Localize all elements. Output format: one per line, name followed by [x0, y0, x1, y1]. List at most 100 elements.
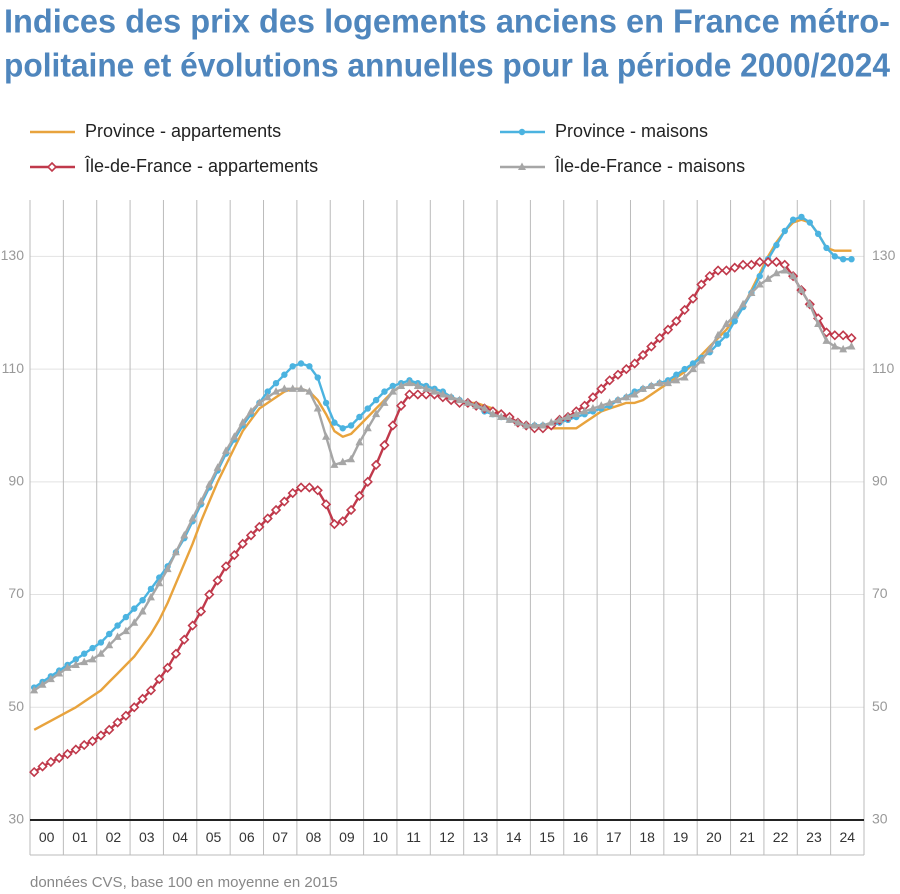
point	[689, 364, 698, 373]
point	[145, 685, 157, 696]
point	[97, 639, 105, 646]
point	[822, 336, 831, 344]
point	[687, 293, 699, 304]
point	[281, 371, 288, 378]
point	[522, 420, 531, 429]
point	[322, 432, 331, 440]
x-tick-label: 08	[306, 829, 322, 845]
point	[255, 398, 264, 406]
point	[337, 516, 348, 527]
point	[205, 480, 214, 488]
point	[421, 389, 432, 400]
point	[780, 265, 789, 274]
point	[313, 404, 322, 412]
point	[413, 381, 422, 389]
point	[671, 316, 682, 327]
point	[704, 270, 715, 282]
point	[622, 392, 631, 401]
point	[363, 423, 372, 432]
point	[838, 330, 849, 341]
point	[664, 378, 673, 387]
point	[580, 406, 589, 415]
point	[797, 285, 806, 294]
point	[263, 392, 272, 401]
x-tick-label: 10	[372, 829, 388, 845]
point	[613, 395, 622, 404]
point	[846, 332, 857, 344]
point	[163, 564, 172, 573]
point	[104, 724, 115, 735]
point	[288, 384, 297, 392]
point	[387, 420, 398, 431]
y-tick-label: 90	[8, 473, 24, 489]
point	[588, 404, 597, 412]
point	[30, 685, 39, 694]
point	[237, 538, 248, 549]
y2-tick-label: 130	[872, 247, 896, 263]
x-tick-label: 01	[72, 829, 88, 845]
point	[381, 388, 388, 395]
point	[781, 227, 788, 235]
y2-tick-label: 70	[872, 585, 888, 601]
point	[647, 381, 656, 389]
point	[513, 418, 522, 426]
point	[662, 324, 674, 335]
point	[212, 575, 223, 586]
point	[372, 409, 381, 418]
point	[829, 330, 840, 341]
point	[272, 379, 280, 387]
point	[755, 280, 764, 288]
point	[204, 589, 215, 600]
point	[739, 299, 748, 308]
point	[814, 230, 822, 238]
point	[679, 304, 690, 316]
point	[612, 369, 624, 380]
point	[697, 356, 706, 364]
point	[762, 256, 774, 268]
point	[773, 241, 780, 249]
point	[604, 375, 615, 386]
x-tick-label: 15	[539, 829, 555, 845]
point	[538, 420, 547, 429]
point	[188, 513, 197, 522]
point	[70, 744, 82, 755]
y-tick-label: 70	[8, 585, 24, 601]
point	[789, 271, 798, 280]
series-line	[33, 260, 852, 774]
point	[839, 344, 848, 353]
point	[220, 561, 232, 572]
point	[404, 389, 415, 400]
point	[305, 387, 314, 395]
x-tick-label: 16	[573, 829, 589, 845]
point	[389, 382, 396, 390]
x-tick-label: 03	[139, 829, 155, 845]
point	[823, 244, 830, 252]
point	[62, 748, 73, 760]
point	[848, 255, 855, 263]
y-tick-label: 50	[8, 698, 24, 714]
point	[370, 459, 382, 471]
point	[55, 668, 64, 677]
point	[154, 673, 165, 685]
point	[95, 730, 107, 741]
point	[297, 360, 305, 367]
point	[518, 128, 526, 136]
point	[530, 420, 539, 429]
point	[131, 605, 138, 612]
point	[330, 460, 339, 468]
x-tick-label: 22	[773, 829, 789, 845]
y-tick-label: 130	[1, 247, 25, 263]
x-tick-label: 23	[806, 829, 822, 845]
point	[120, 710, 132, 721]
point	[455, 395, 464, 404]
point	[96, 649, 105, 657]
point	[54, 752, 65, 764]
point	[63, 663, 72, 671]
point	[721, 265, 732, 276]
x-tick-label: 20	[706, 829, 722, 845]
point	[646, 341, 657, 352]
point	[714, 330, 723, 339]
point	[547, 418, 556, 426]
point	[712, 265, 724, 276]
